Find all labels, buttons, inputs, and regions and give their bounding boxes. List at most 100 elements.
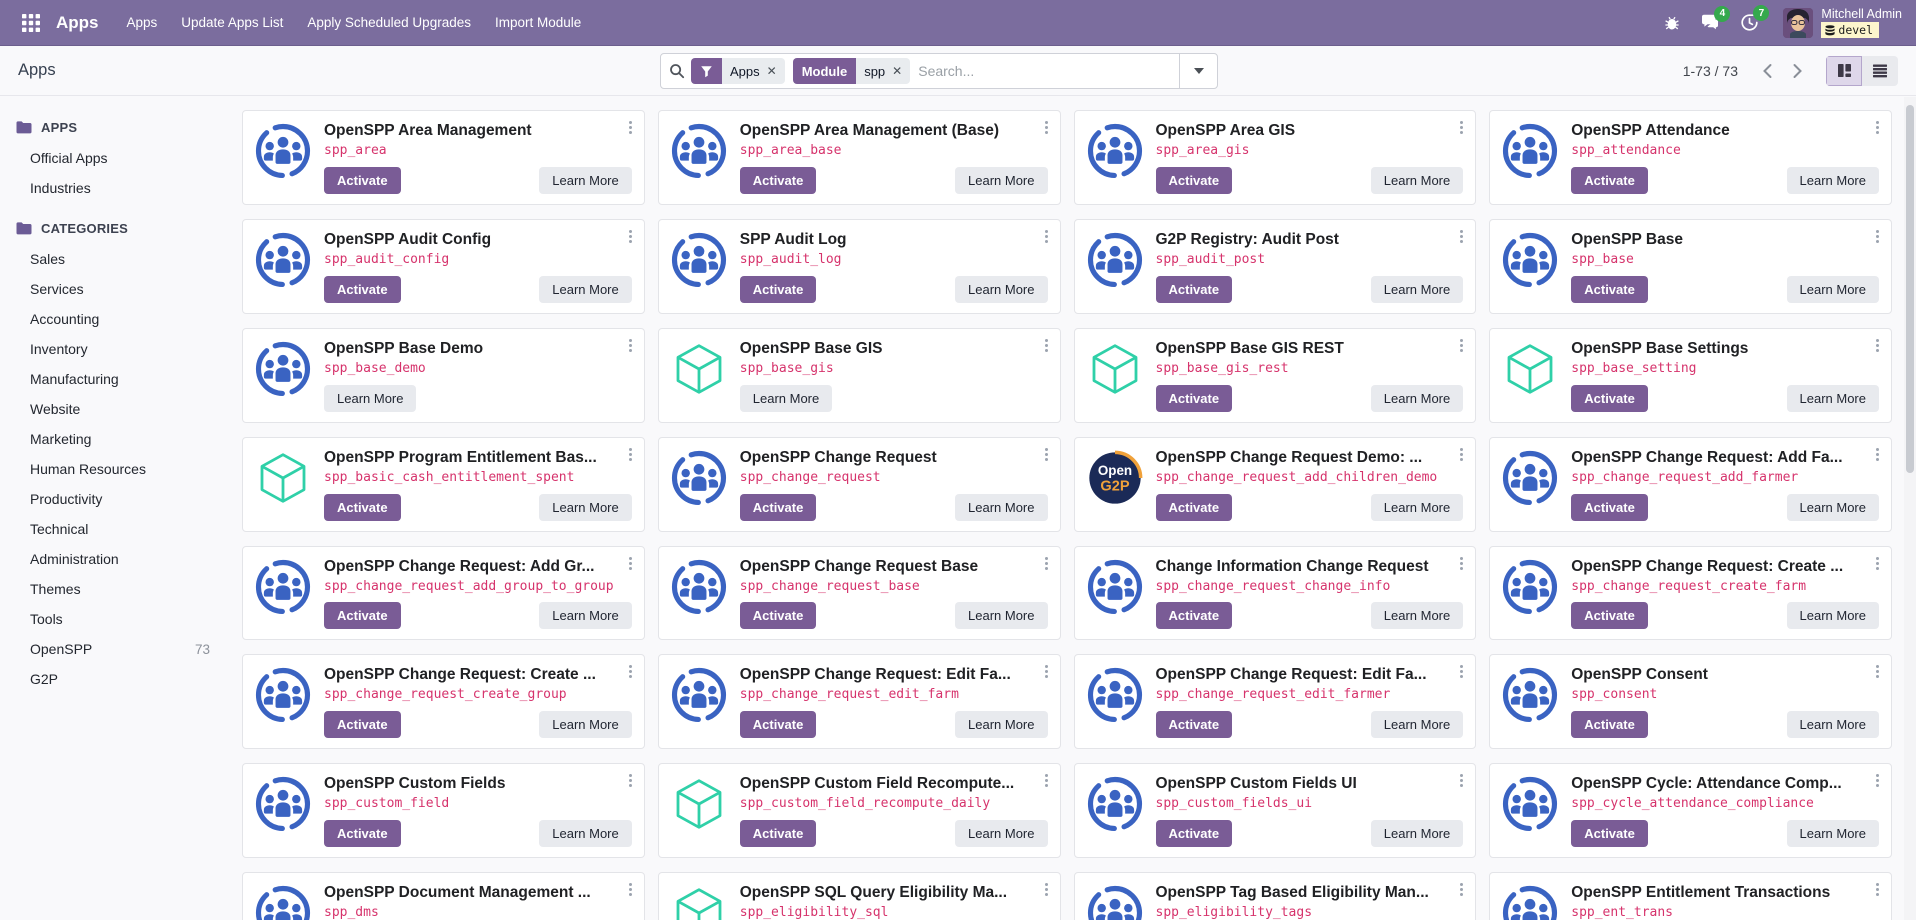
card-kebab-menu[interactable]: [1039, 770, 1054, 791]
card-kebab-menu[interactable]: [1454, 879, 1469, 900]
learn-more-button[interactable]: Learn More: [955, 820, 1048, 848]
app-card[interactable]: OpenSPP Base Settings spp_base_setting A…: [1489, 327, 1892, 423]
facet-remove-icon[interactable]: ✕: [766, 64, 777, 78]
learn-more-button[interactable]: Learn More: [739, 384, 833, 412]
app-card[interactable]: OpenSPP Change Request: Create ... spp_c…: [242, 654, 645, 750]
card-kebab-menu[interactable]: [1039, 661, 1054, 682]
activate-button[interactable]: Activate: [324, 711, 401, 739]
sidebar-item-tools[interactable]: Tools: [30, 611, 63, 627]
app-brand-title[interactable]: Apps: [56, 12, 99, 32]
activate-button[interactable]: Activate: [1155, 820, 1233, 848]
app-card[interactable]: Open G2P OpenSPP Change Request Demo: ...…: [1073, 436, 1477, 532]
learn-more-button[interactable]: Learn More: [1786, 275, 1879, 303]
learn-more-button[interactable]: Learn More: [539, 711, 632, 739]
activate-button[interactable]: Activate: [1155, 711, 1233, 739]
app-card[interactable]: OpenSPP Change Request: Edit Fa... spp_c…: [1073, 654, 1477, 750]
activate-button[interactable]: Activate: [739, 820, 817, 848]
activate-button[interactable]: Activate: [1571, 820, 1648, 848]
sidebar-item-services[interactable]: Services: [30, 281, 84, 297]
learn-more-button[interactable]: Learn More: [1786, 711, 1879, 739]
card-kebab-menu[interactable]: [623, 444, 638, 465]
app-card[interactable]: OpenSPP Attendance spp_attendance Activa…: [1489, 110, 1892, 205]
card-kebab-menu[interactable]: [1870, 444, 1885, 465]
sidebar-item-inventory[interactable]: Inventory: [30, 341, 88, 357]
facet-remove-icon[interactable]: ✕: [892, 64, 903, 78]
learn-more-button[interactable]: Learn More: [1370, 166, 1464, 194]
learn-more-button[interactable]: Learn More: [955, 275, 1048, 303]
learn-more-button[interactable]: Learn More: [1786, 384, 1879, 412]
app-card[interactable]: OpenSPP Tag Based Eligibility Man... spp…: [1073, 872, 1477, 920]
activate-button[interactable]: Activate: [1571, 711, 1648, 739]
app-card[interactable]: OpenSPP Base GIS REST spp_base_gis_rest …: [1073, 327, 1477, 423]
app-card[interactable]: OpenSPP Base Demo spp_base_demo Learn Mo…: [242, 327, 645, 423]
card-kebab-menu[interactable]: [1454, 661, 1469, 682]
card-kebab-menu[interactable]: [623, 335, 638, 356]
sidebar-item-sales[interactable]: Sales: [30, 251, 66, 267]
sidebar-item-themes[interactable]: Themes: [30, 581, 81, 597]
search-input[interactable]: [918, 54, 1179, 88]
activate-button[interactable]: Activate: [1571, 384, 1648, 412]
sidebar-item-g2p[interactable]: G2P: [30, 671, 59, 687]
app-card[interactable]: OpenSPP Change Request: Create ... spp_c…: [1489, 545, 1892, 641]
app-card[interactable]: OpenSPP Cycle: Attendance Comp... spp_cy…: [1489, 763, 1892, 859]
app-card[interactable]: OpenSPP Base spp_base Activate Learn More: [1489, 218, 1892, 314]
card-kebab-menu[interactable]: [1454, 444, 1469, 465]
app-card[interactable]: OpenSPP Document Management ... spp_dms …: [242, 872, 645, 920]
activate-button[interactable]: Activate: [1571, 602, 1648, 630]
card-kebab-menu[interactable]: [623, 226, 638, 247]
learn-more-button[interactable]: Learn More: [1370, 384, 1464, 412]
pager-previous-button[interactable]: [1752, 56, 1782, 86]
learn-more-button[interactable]: Learn More: [1786, 602, 1879, 630]
nav-item-update-apps-list[interactable]: Update Apps List: [181, 15, 284, 30]
card-kebab-menu[interactable]: [623, 879, 638, 900]
activate-button[interactable]: Activate: [739, 275, 817, 303]
app-card[interactable]: Change Information Change Request spp_ch…: [1073, 545, 1477, 641]
sidebar-item-openspp[interactable]: OpenSPP 73: [30, 641, 210, 657]
kanban-view-button[interactable]: [1826, 55, 1862, 86]
learn-more-button[interactable]: Learn More: [955, 602, 1048, 630]
card-kebab-menu[interactable]: [1870, 879, 1885, 900]
card-kebab-menu[interactable]: [1870, 335, 1885, 356]
learn-more-button[interactable]: Learn More: [1370, 493, 1464, 521]
activate-button[interactable]: Activate: [324, 166, 401, 194]
card-kebab-menu[interactable]: [1870, 226, 1885, 247]
app-card[interactable]: OpenSPP Change Request spp_change_reques…: [657, 436, 1061, 532]
app-card[interactable]: OpenSPP SQL Query Eligibility Ma... spp_…: [657, 872, 1061, 920]
learn-more-button[interactable]: Learn More: [1370, 711, 1464, 739]
sidebar-item-productivity[interactable]: Productivity: [30, 491, 103, 507]
app-card[interactable]: OpenSPP Base GIS spp_base_gis Learn More: [657, 327, 1061, 423]
card-kebab-menu[interactable]: [1454, 553, 1469, 574]
learn-more-button[interactable]: Learn More: [539, 275, 632, 303]
learn-more-button[interactable]: Learn More: [1370, 275, 1464, 303]
learn-more-button[interactable]: Learn More: [324, 384, 417, 412]
card-kebab-menu[interactable]: [623, 117, 638, 138]
sidebar-item-accounting[interactable]: Accounting: [30, 311, 100, 327]
activate-button[interactable]: Activate: [324, 275, 401, 303]
user-menu[interactable]: Mitchell Admin devel: [1783, 7, 1902, 38]
activate-button[interactable]: Activate: [1571, 493, 1648, 521]
list-view-button[interactable]: [1862, 55, 1898, 86]
activate-button[interactable]: Activate: [1155, 275, 1233, 303]
card-kebab-menu[interactable]: [1039, 117, 1054, 138]
pager-next-button[interactable]: [1782, 56, 1812, 86]
card-kebab-menu[interactable]: [1454, 770, 1469, 791]
card-kebab-menu[interactable]: [1870, 661, 1885, 682]
learn-more-button[interactable]: Learn More: [539, 166, 632, 194]
learn-more-button[interactable]: Learn More: [955, 493, 1048, 521]
nav-item-apply-scheduled-upgrades[interactable]: Apply Scheduled Upgrades: [307, 15, 471, 30]
app-card[interactable]: OpenSPP Change Request: Add Fa... spp_ch…: [1489, 436, 1892, 532]
sidebar-item-manufacturing[interactable]: Manufacturing: [30, 371, 119, 387]
card-kebab-menu[interactable]: [1870, 553, 1885, 574]
app-card[interactable]: SPP Audit Log spp_audit_log Activate Lear…: [657, 218, 1061, 314]
app-card[interactable]: OpenSPP Change Request Base spp_change_r…: [657, 545, 1061, 641]
activate-button[interactable]: Activate: [1155, 493, 1233, 521]
activate-button[interactable]: Activate: [1571, 166, 1648, 194]
messages-icon[interactable]: 4: [1700, 5, 1731, 32]
card-kebab-menu[interactable]: [1039, 553, 1054, 574]
card-kebab-menu[interactable]: [1039, 226, 1054, 247]
activate-button[interactable]: Activate: [324, 820, 401, 848]
activate-button[interactable]: Activate: [739, 711, 817, 739]
apps-menu-icon[interactable]: [14, 6, 48, 40]
card-kebab-menu[interactable]: [1039, 335, 1054, 356]
learn-more-button[interactable]: Learn More: [1370, 820, 1464, 848]
